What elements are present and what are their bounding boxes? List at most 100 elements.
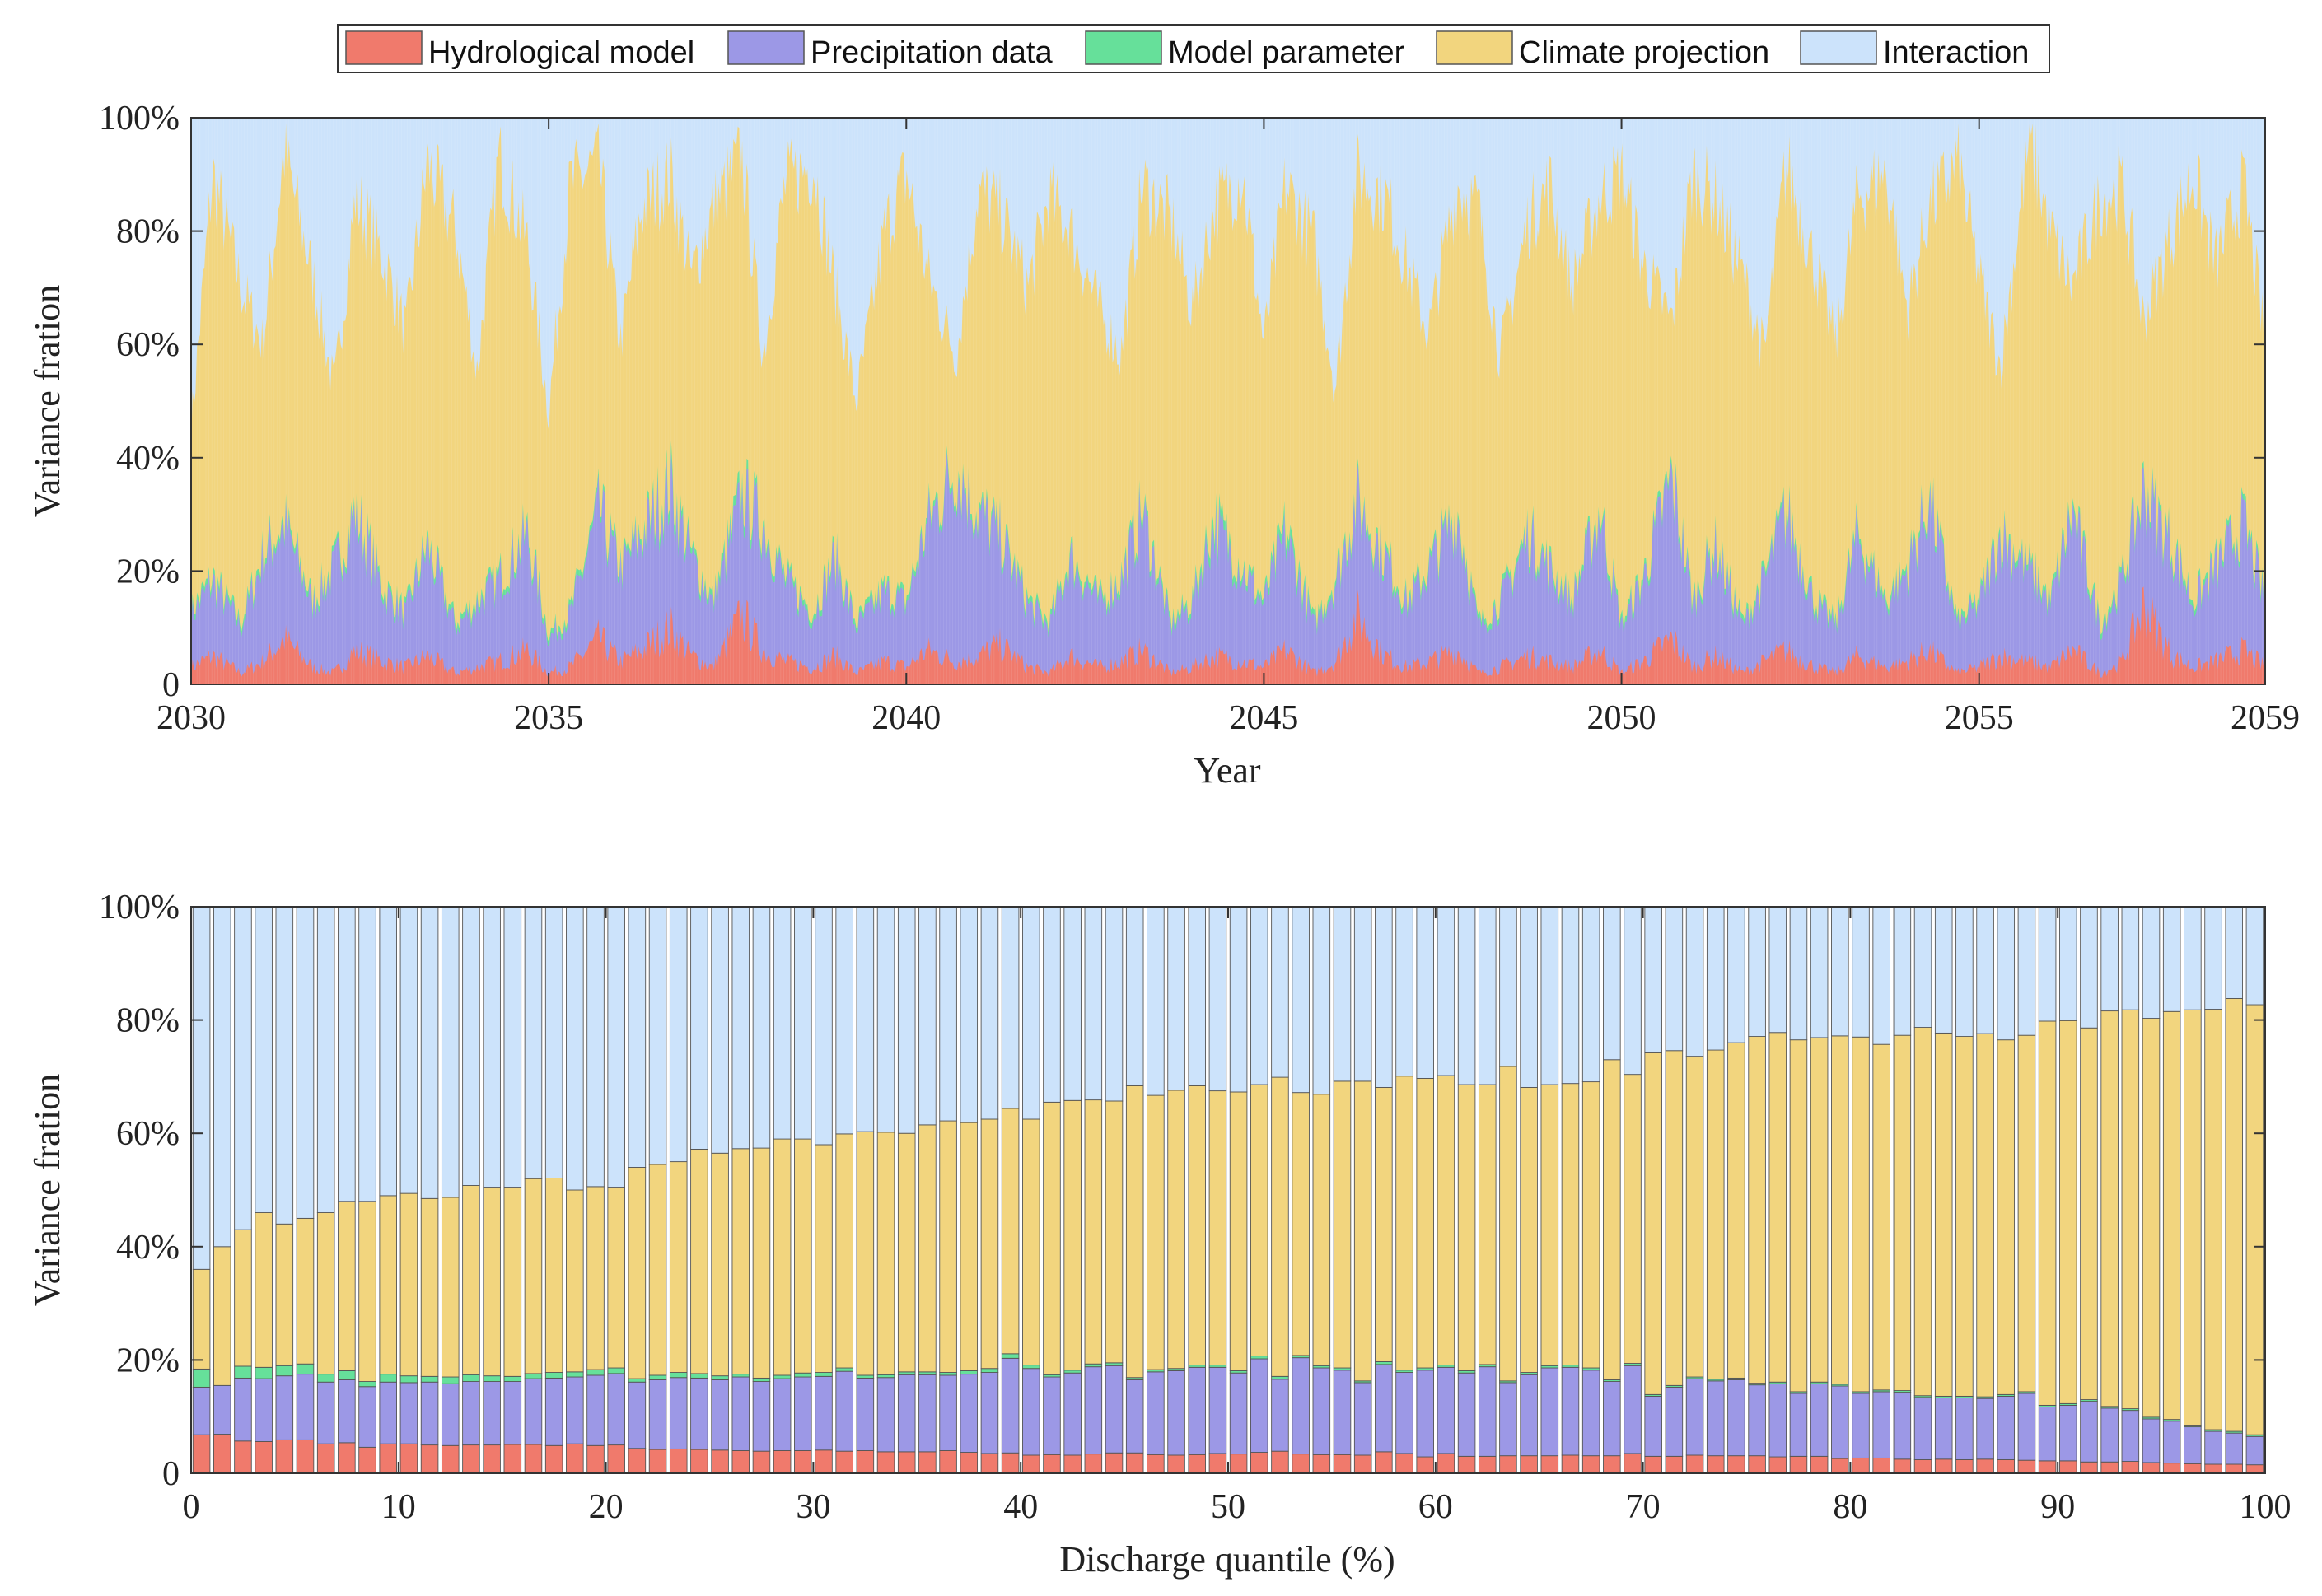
bar-interaction [296, 906, 315, 1219]
legend-swatch-interaction [1800, 30, 1877, 65]
bar-climate-projection [566, 1189, 584, 1373]
bar-climate-projection [1167, 1090, 1185, 1370]
bar-climate-projection [1229, 1091, 1248, 1371]
bar-climate-projection [1271, 1076, 1289, 1377]
bar-climate-projection [711, 1152, 729, 1377]
bar-precipitation-data [316, 1381, 335, 1444]
bar-hydrological-model [711, 1449, 729, 1474]
bottom-x-tick-label: 30 [796, 1488, 830, 1526]
bar-climate-projection [1685, 1056, 1704, 1378]
bar-precipitation-data [1105, 1365, 1124, 1454]
bar-hydrological-model [939, 1450, 957, 1474]
bar-model-parameter [669, 1372, 688, 1379]
bar-interaction [669, 906, 688, 1163]
bar-model-parameter [918, 1371, 937, 1375]
bar-interaction [815, 906, 833, 1146]
bar-interaction [2121, 906, 2140, 1010]
bar-model-parameter [794, 1372, 812, 1378]
bar-interaction [1852, 906, 1870, 1038]
bar-interaction [399, 906, 418, 1194]
top-x-tick-label: 2030 [157, 699, 226, 737]
bar-precipitation-data [2017, 1393, 2036, 1461]
bar-precipitation-data [379, 1381, 397, 1444]
bar-climate-projection [1934, 1032, 1953, 1397]
bar-interaction [897, 906, 916, 1134]
bar-interaction [1395, 906, 1413, 1077]
bar-hydrological-model [835, 1450, 853, 1474]
bar-precipitation-data [1955, 1398, 1974, 1460]
bottom-y-tick-label: 60% [116, 1115, 180, 1153]
bar-hydrological-model [1831, 1458, 1849, 1474]
bar-precipitation-data [1147, 1371, 1165, 1455]
bar-model-parameter [939, 1372, 957, 1376]
bar-interaction [1520, 906, 1538, 1088]
bar-hydrological-model [1976, 1458, 1994, 1474]
bar-climate-projection [876, 1132, 895, 1375]
bar-interaction [2017, 906, 2036, 1036]
bar-precipitation-data [234, 1377, 252, 1442]
bar-interaction [918, 906, 937, 1126]
bar-climate-projection [2017, 1034, 2036, 1393]
bar-interaction [1499, 906, 1517, 1067]
bar-interaction [628, 906, 647, 1168]
bar-climate-projection [524, 1178, 543, 1374]
bar-interaction [607, 906, 625, 1188]
bar-model-parameter [566, 1371, 584, 1378]
bar-precipitation-data [773, 1378, 792, 1451]
bottom-y-tick-label: 40% [116, 1229, 180, 1267]
bar-precipitation-data [939, 1374, 957, 1451]
bar-hydrological-model [1520, 1455, 1538, 1474]
bar-interaction [1437, 906, 1455, 1076]
bar-precipitation-data [815, 1375, 833, 1451]
top-y-tick-label: 80% [116, 213, 180, 251]
bar-hydrological-model [1312, 1454, 1331, 1474]
bar-interaction [1208, 906, 1227, 1092]
bar-interaction [275, 906, 294, 1225]
bar-interaction [316, 906, 335, 1213]
legend-item-precipitation-data: Precipitation data [727, 30, 1053, 70]
bar-hydrological-model [669, 1448, 688, 1474]
bar-hydrological-model [296, 1439, 315, 1474]
bar-precipitation-data [1727, 1379, 1745, 1457]
bar-precipitation-data [296, 1374, 315, 1440]
bar-precipitation-data [213, 1384, 231, 1435]
bar-hydrological-model [1810, 1455, 1829, 1474]
bar-interaction [835, 906, 853, 1135]
bar-precipitation-data [1685, 1378, 1704, 1456]
bar-interaction [939, 906, 957, 1122]
bar-model-parameter [731, 1374, 750, 1378]
bar-interaction [1748, 906, 1766, 1038]
bar-climate-projection [1872, 1043, 1890, 1391]
bar-climate-projection [420, 1197, 439, 1377]
bar-climate-projection [1457, 1084, 1476, 1371]
top-y-tick-label: 0 [162, 666, 180, 704]
bar-precipitation-data [1333, 1370, 1352, 1455]
bar-hydrological-model [2080, 1461, 2098, 1474]
bar-interaction [1312, 906, 1331, 1095]
bar-precipitation-data [731, 1376, 750, 1451]
bar-hydrological-model [1499, 1455, 1517, 1474]
bar-precipitation-data [483, 1381, 501, 1446]
bar-precipitation-data [2100, 1407, 2119, 1463]
bar-hydrological-model [1167, 1454, 1185, 1474]
bar-interaction [1292, 906, 1310, 1094]
bar-interaction [1375, 906, 1393, 1088]
bar-hydrological-model [1727, 1455, 1745, 1474]
bar-hydrological-model [752, 1450, 771, 1474]
bar-precipitation-data [980, 1372, 999, 1454]
bar-precipitation-data [2142, 1418, 2161, 1463]
bar-hydrological-model [275, 1439, 294, 1474]
bar-precipitation-data [1437, 1366, 1455, 1454]
bar-model-parameter [296, 1363, 315, 1375]
bar-model-parameter [275, 1365, 294, 1377]
bar-hydrological-model [503, 1444, 522, 1474]
bar-hydrological-model [607, 1444, 625, 1474]
bar-model-parameter [234, 1365, 252, 1379]
bar-climate-projection [835, 1133, 853, 1369]
bar-model-parameter [420, 1375, 439, 1383]
bar-precipitation-data [607, 1373, 625, 1446]
bar-hydrological-model [1665, 1455, 1684, 1474]
bar-interaction [1976, 906, 1994, 1034]
bar-precipitation-data [358, 1386, 376, 1448]
bar-hydrological-model [1913, 1459, 1932, 1474]
